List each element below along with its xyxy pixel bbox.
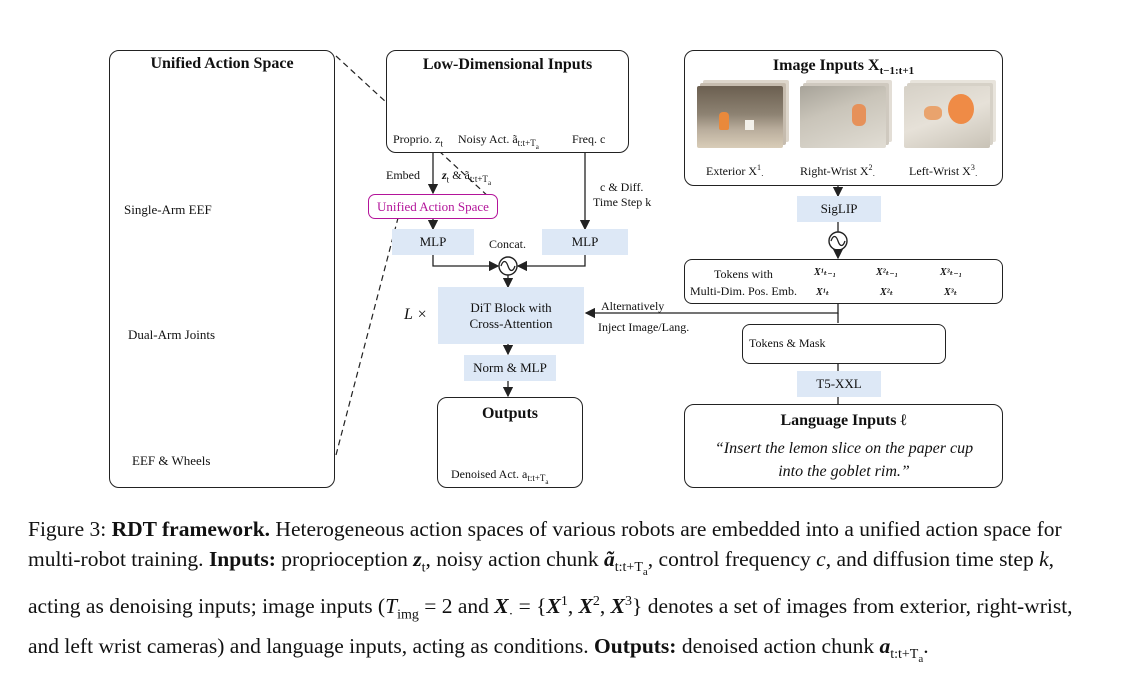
l-times-label: L × [404, 306, 428, 323]
t5-block: T5-XXL [797, 371, 881, 397]
low-dim-inputs-panel: Low-Dimensional Inputs [386, 50, 629, 153]
arrow-mlp-right-concat [516, 255, 586, 272]
outputs-title: Outputs [481, 405, 539, 422]
exterior-camera-image [697, 86, 783, 148]
noisy-action-label: Noisy Act. ãt:t+Ta [458, 132, 539, 152]
proprio-label: Proprio. zt [393, 132, 443, 149]
right-wrist-camera-image [800, 86, 886, 148]
norm-mlp-block: Norm & MLP [464, 355, 556, 381]
cdiff-label-2: Time Step k [593, 195, 652, 209]
token-x1-prev: X¹ₜ₋₁ [814, 267, 837, 278]
exterior-label: Exterior X1· [706, 163, 764, 181]
cdiff-label-1: c & Diff. [600, 180, 644, 194]
token-x3-prev: X³ₜ₋₁ [940, 267, 963, 278]
tokens-with-label-2: Multi-Dim. Pos. Emb. [690, 284, 798, 298]
robot-label-eef-wheels: EEF & Wheels [132, 453, 211, 468]
concat-symbol-icon [498, 256, 518, 276]
token-x3-cur: X³ₜ [944, 287, 958, 298]
right-wrist-label: Right-Wrist X2· [800, 163, 876, 181]
token-x2-prev: X²ₜ₋₁ [876, 267, 899, 278]
language-instruction: “Insert the lemon slice on the paper cup… [714, 440, 974, 480]
tokens-mask-label: Tokens & Mask [749, 336, 826, 350]
tokens-with-label-1: Tokens with [714, 267, 773, 281]
alternatively-label: Alternatively [601, 299, 665, 313]
dit-block: DiT Block with Cross-Attention [438, 287, 584, 344]
language-title: Language Inputs ℓ [780, 412, 907, 429]
arrow-mlp-left-concat [432, 255, 500, 272]
image-inputs-title: Image Inputs Xt−1:t+1 [772, 57, 915, 78]
left-wrist-label: Left-Wrist X3· [909, 163, 978, 181]
inject-label: Inject Image/Lang. [598, 320, 690, 334]
robot-label-single-arm: Single-Arm EEF [124, 202, 212, 217]
unified-title: Unified Action Space [150, 55, 294, 72]
token-x1-cur: X¹ₜ [816, 287, 830, 298]
mix-symbol-icon [828, 231, 848, 251]
robot-label-dual-arm: Dual-Arm Joints [128, 327, 216, 342]
language-inputs-panel: Language Inputs ℓ [684, 404, 1003, 488]
unified-action-space-box: Unified Action Space [368, 194, 498, 219]
mlp-left-block: MLP [392, 229, 474, 255]
mlp-right-block: MLP [542, 229, 628, 255]
lowdim-title: Low-Dimensional Inputs [422, 56, 593, 73]
left-wrist-camera-image [904, 86, 990, 148]
unified-action-space-panel: Unified Action Space [109, 50, 335, 488]
embed-label: Embed [386, 168, 420, 182]
figure-caption: Figure 3: RDT framework. Heterogeneous a… [28, 517, 1073, 665]
zoom-line-bottom [335, 217, 399, 456]
tokens-panel [684, 259, 1003, 304]
token-x2-cur: X²ₜ [880, 287, 894, 298]
siglip-block: SigLIP [797, 196, 881, 222]
tokens-mask-panel [742, 324, 946, 364]
denoised-action-label: Denoised Act. at:t+Ta [451, 467, 549, 487]
zt-label: zt & ãt:t+Ta [442, 168, 492, 188]
outputs-panel: Outputs [437, 397, 583, 488]
freq-label: Freq. c [572, 132, 606, 146]
concat-label: Concat. [489, 237, 526, 251]
